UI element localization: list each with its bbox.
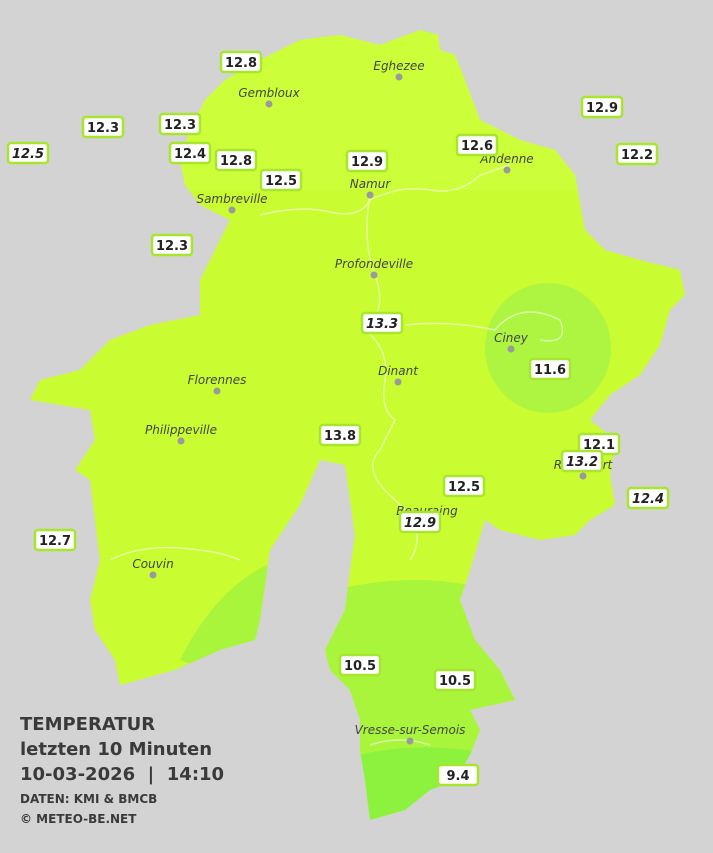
station-value: 12.3 (156, 239, 188, 254)
timestamp: 10-03-2026 | 14:10 (20, 764, 224, 785)
city-dot (507, 345, 515, 353)
station-value: 13.2 (566, 455, 598, 470)
copyright: © METEO-BE.NET (20, 812, 137, 826)
station-box (338, 653, 382, 677)
station-value: 13.8 (324, 429, 356, 444)
city-dot (370, 271, 378, 279)
city-label: Philippeville (145, 423, 217, 437)
city-dot (503, 166, 511, 174)
station-box (33, 528, 77, 552)
station-box (360, 311, 404, 335)
station-value: 12.9 (586, 101, 618, 116)
station-box (433, 668, 477, 692)
city-label: Vresse-sur-Semois (355, 723, 466, 737)
station-value: 12.6 (461, 139, 493, 154)
station-box (442, 474, 486, 498)
city-dot (366, 191, 374, 199)
station-value: 13.3 (366, 317, 398, 332)
stations: 12.8 12.3 12.3 12.5 12.4 12.8 12.5 12.9 12.6 12.9… (6, 50, 670, 787)
station-box (580, 95, 624, 119)
station-box (214, 148, 258, 172)
legend-block: TEMPERATUR letzten 10 Minuten 10-03-2026… (20, 714, 224, 826)
station-box (528, 357, 572, 381)
station-box (318, 423, 362, 447)
city-label: Gembloux (238, 86, 300, 100)
station-value: 12.4 (174, 147, 206, 162)
station-box (259, 168, 303, 192)
city-dot (395, 73, 403, 81)
city-dot (149, 571, 157, 579)
station-box (150, 233, 194, 257)
station-value: 12.2 (621, 148, 653, 163)
city-dot (177, 437, 185, 445)
city-label: Namur (350, 177, 392, 191)
city-dot (579, 472, 587, 480)
station-value: 12.8 (225, 56, 257, 71)
station-box (158, 112, 202, 136)
station-box (455, 133, 499, 157)
station-box (626, 486, 670, 510)
city-dot (213, 387, 221, 395)
station-value: 12.3 (164, 118, 196, 133)
city-dot (265, 100, 273, 108)
station-box (219, 50, 263, 74)
station-value: 12.9 (404, 516, 436, 531)
city-label: Sambreville (196, 192, 267, 206)
station-box (436, 763, 480, 787)
station-value: 12.5 (12, 147, 44, 162)
city-dot (406, 737, 414, 745)
station-box (615, 142, 659, 166)
source: DATEN: KMI & BMCB (20, 792, 157, 806)
station-value: 12.5 (448, 480, 480, 495)
city-label: Ciney (494, 331, 529, 345)
station-value: 9.4 (446, 769, 469, 784)
station-value: 12.7 (39, 534, 71, 549)
station-value: 12.5 (265, 174, 297, 189)
station-box (345, 149, 389, 173)
station-box (168, 141, 212, 165)
station-box (6, 141, 50, 165)
city-label: Dinant (378, 364, 419, 378)
subtitle: letzten 10 Minuten (20, 739, 212, 760)
station-value: 10.5 (439, 674, 471, 689)
station-box (398, 510, 442, 534)
city-label: Eghezee (373, 59, 424, 73)
city-label: Florennes (188, 373, 247, 387)
station-value: 11.6 (534, 363, 566, 378)
city-label: Profondeville (335, 257, 413, 271)
station-value: 12.3 (87, 121, 119, 136)
station-value: 12.4 (632, 492, 664, 507)
station-box (560, 449, 604, 473)
station-box (81, 115, 125, 139)
station-value: 10.5 (344, 659, 376, 674)
city-dot (394, 378, 402, 386)
station-value: 12.8 (220, 154, 252, 169)
station-value: 12.9 (351, 155, 383, 170)
city-label: Couvin (132, 557, 173, 571)
cities: EghezeeGemblouxAndenneNamurSambrevillePr… (132, 59, 614, 745)
city-dot (228, 206, 236, 214)
station-value: 12.1 (583, 438, 615, 453)
title: TEMPERATUR (20, 714, 155, 735)
